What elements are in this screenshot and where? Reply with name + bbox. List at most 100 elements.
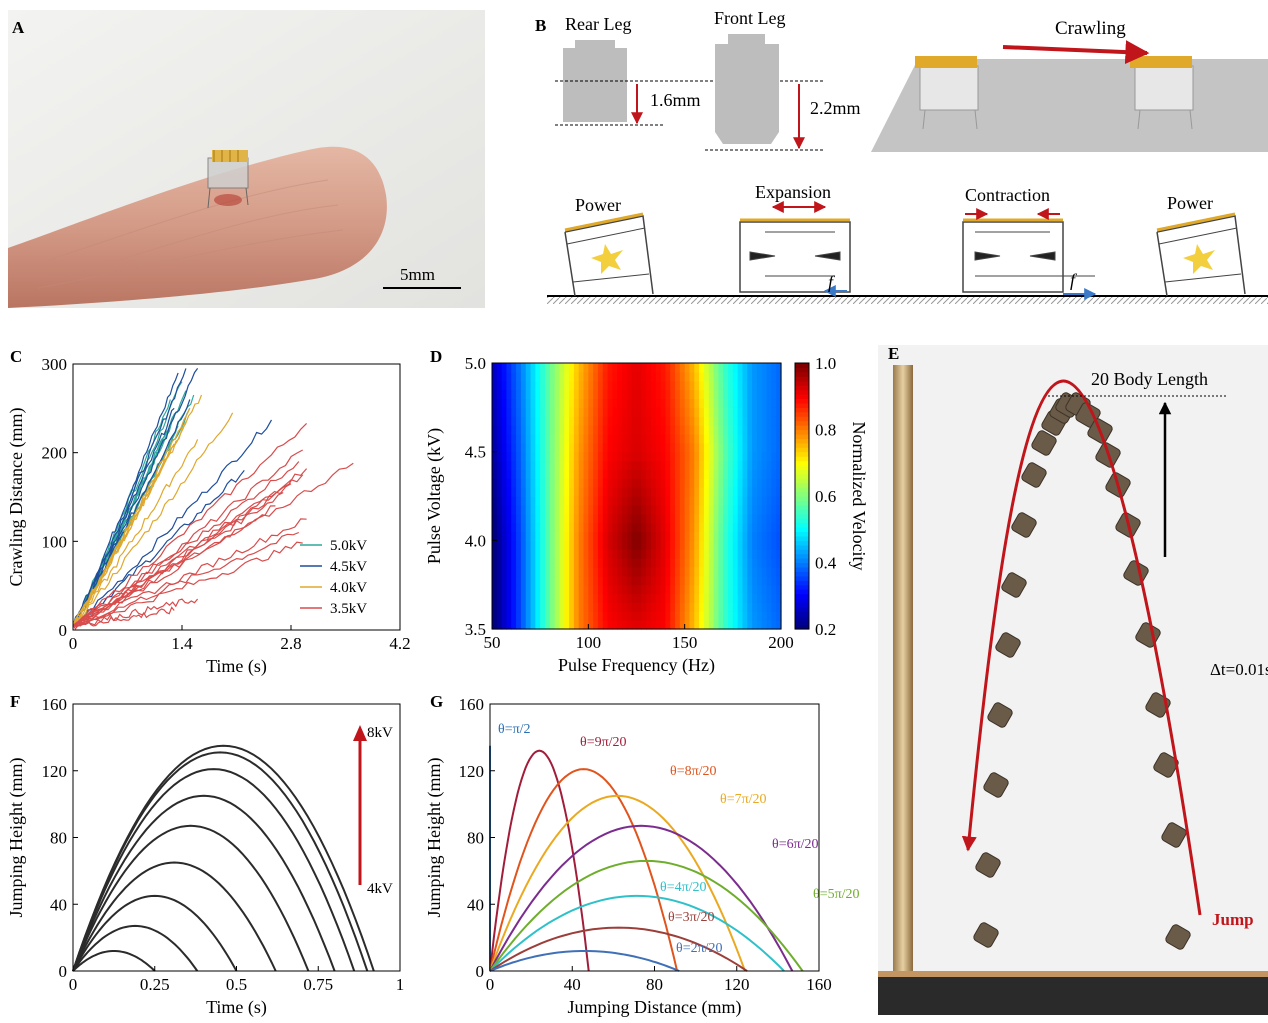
heatmap-cell xyxy=(593,602,599,612)
colorbar-cell xyxy=(795,527,809,533)
heatmap-cell xyxy=(612,611,618,621)
heatmap-cell xyxy=(684,549,691,559)
heatmap-cell xyxy=(622,566,628,577)
heatmap-cell xyxy=(602,496,609,506)
heatmap-cell xyxy=(660,469,666,479)
heatmap-cell xyxy=(578,496,585,506)
heatmap-cell xyxy=(742,363,748,373)
heatmap-cell xyxy=(684,363,691,373)
heatmap-cell xyxy=(554,389,561,400)
heatmap-cell xyxy=(747,504,753,515)
heatmap-cell xyxy=(694,433,700,444)
heatmap-cell xyxy=(728,469,734,479)
heatmap-cell xyxy=(573,593,580,603)
heatmap-cell xyxy=(771,433,777,444)
heatmap-cell xyxy=(569,469,575,479)
heatmap-cell xyxy=(559,549,565,559)
heatmap-cell xyxy=(771,611,777,621)
phase-label: Contraction xyxy=(965,185,1050,205)
heatmap-cell xyxy=(540,478,546,488)
heatmap-cell xyxy=(506,371,512,382)
heatmap-cell xyxy=(670,522,676,533)
heatmap-cell xyxy=(713,504,719,515)
heatmap-cell xyxy=(554,478,561,488)
heatmap-cell xyxy=(501,478,508,488)
heatmap-cell xyxy=(569,602,575,612)
heatmap-cell xyxy=(617,371,623,382)
heatmap-cell xyxy=(679,460,686,470)
heatmap-cell xyxy=(699,371,705,382)
colorbar-cell xyxy=(795,482,809,488)
heatmap-cell xyxy=(516,513,522,524)
heatmap-cell xyxy=(588,442,594,453)
colorbar-cell xyxy=(795,363,809,369)
heatmap-cell xyxy=(636,425,642,435)
heatmap-cell xyxy=(525,620,532,630)
heatmap-cell xyxy=(732,566,739,577)
heatmap-cell xyxy=(501,442,508,453)
heatmap-cell xyxy=(703,620,710,630)
heatmap-cell xyxy=(679,451,686,462)
heatmap-cell xyxy=(559,620,565,630)
heatmap-cell xyxy=(631,451,638,462)
heatmap-cell xyxy=(511,363,517,373)
heatmap-cell xyxy=(549,611,556,621)
heatmap-cell xyxy=(636,558,642,568)
heatmap-cell xyxy=(737,425,744,435)
heatmap-cell xyxy=(752,416,758,426)
heatmap-cell xyxy=(573,407,580,417)
heatmap-cell xyxy=(703,611,710,621)
heatmap-cell xyxy=(569,425,575,435)
heatmap-cell xyxy=(520,593,527,603)
heatmap-cell xyxy=(675,558,681,568)
heatmap-cell xyxy=(646,496,652,506)
heatmap-cell xyxy=(626,584,633,595)
heatmap-cell xyxy=(752,487,758,497)
heatmap-cell xyxy=(578,389,585,400)
heatmap-cell xyxy=(622,540,628,550)
heatmap-cell xyxy=(776,380,782,391)
heatmap-cell xyxy=(636,620,642,630)
heatmap-cell xyxy=(776,460,782,470)
heatmap-cell xyxy=(718,602,724,612)
heatmap-cell xyxy=(506,549,512,559)
heatmap-cell xyxy=(544,460,551,470)
heatmap-cell xyxy=(655,442,662,453)
heatmap-cell xyxy=(496,371,503,382)
heatmap-cell xyxy=(535,540,541,550)
heatmap-cell xyxy=(626,469,633,479)
heatmap-cell xyxy=(756,611,763,621)
heatmap-cell xyxy=(655,522,662,533)
heatmap-cell xyxy=(747,522,753,533)
heatmap-cell xyxy=(564,425,570,435)
series-line xyxy=(72,751,369,972)
heatmap-cell xyxy=(771,487,777,497)
heatmap-cell xyxy=(670,416,676,426)
heatmap-cell xyxy=(554,407,561,417)
heatmap-cell xyxy=(583,549,589,559)
heatmap-cell xyxy=(520,540,527,550)
x-tick-label: 0.75 xyxy=(303,975,333,994)
heatmap-cell xyxy=(641,407,647,417)
heatmap-cell xyxy=(544,416,551,426)
colorbar-cell xyxy=(795,509,809,515)
heatmap-cell xyxy=(554,531,561,541)
heatmap-cell xyxy=(593,425,599,435)
heatmap-cell xyxy=(535,593,541,603)
heatmap-cell xyxy=(689,602,695,612)
heatmap-cell xyxy=(723,389,729,400)
heatmap-cell xyxy=(520,469,527,479)
heatmap-cell xyxy=(776,442,782,453)
heatmap-cell xyxy=(747,442,753,453)
heatmap-cell xyxy=(641,371,647,382)
robot-frame-icon xyxy=(1165,924,1191,950)
heatmap-cell xyxy=(752,380,758,391)
heatmap-cell xyxy=(776,416,782,426)
heatmap-cell xyxy=(511,487,517,497)
heatmap-cell xyxy=(728,540,734,550)
heatmap-cell xyxy=(771,451,777,462)
heatmap-cell xyxy=(675,398,681,408)
heatmap-cell xyxy=(559,540,565,550)
heatmap-cell xyxy=(679,425,686,435)
heatmap-cell xyxy=(708,487,715,497)
